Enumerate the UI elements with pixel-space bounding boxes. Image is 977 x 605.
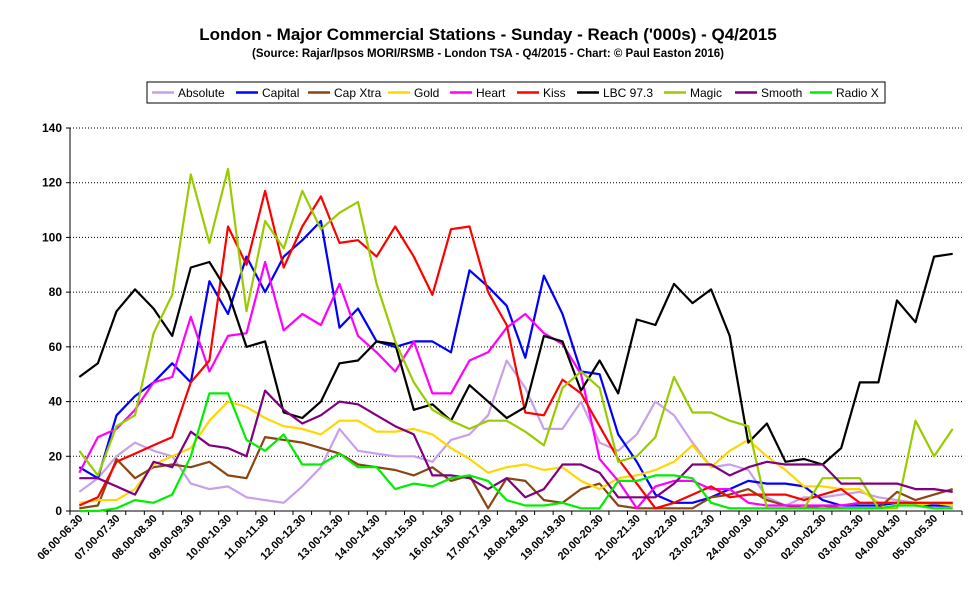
- chart-subtitle: (Source: Rajar/Ipsos MORI/RSMB - London …: [252, 48, 724, 60]
- series-line-magic: [78, 167, 954, 510]
- legend-label: Cap Xtra: [334, 86, 382, 100]
- y-tick-label: 140: [42, 121, 62, 135]
- series-line-radio-x: [79, 392, 953, 513]
- series-line-smooth: [79, 389, 953, 499]
- series-line-gold: [79, 400, 953, 507]
- series-line-absolute: [78, 359, 953, 510]
- legend-label: Capital: [262, 86, 299, 100]
- legend-label: Absolute: [178, 86, 225, 100]
- chart-title: London - Major Commercial Stations - Sun…: [199, 25, 776, 44]
- series-line-kiss: [78, 189, 953, 510]
- y-tick-label: 80: [49, 285, 63, 299]
- legend-label: Gold: [414, 86, 439, 100]
- y-tick-label: 40: [49, 395, 63, 409]
- legend-label: Smooth: [761, 86, 802, 100]
- legend-label: Heart: [476, 86, 506, 100]
- legend-label: Radio X: [836, 86, 879, 100]
- legend: Absolute Capital Cap Xtra Gold Heart Kiss LBC …: [146, 81, 886, 104]
- legend-label: LBC 97.3: [603, 86, 653, 100]
- y-tick-label: 100: [42, 230, 62, 244]
- legend-label: Kiss: [543, 86, 566, 100]
- series-line-heart: [78, 260, 953, 510]
- series-line-lbc-97-3: [78, 252, 953, 466]
- y-tick-label: 0: [55, 504, 62, 518]
- y-tick-label: 60: [49, 340, 63, 354]
- y-tick-label: 20: [49, 449, 63, 463]
- legend-label: Magic: [690, 86, 722, 100]
- legend-box: [146, 81, 886, 104]
- series-line-capital: [78, 219, 953, 507]
- series-lines: [78, 167, 954, 513]
- y-tick-label: 120: [42, 176, 62, 190]
